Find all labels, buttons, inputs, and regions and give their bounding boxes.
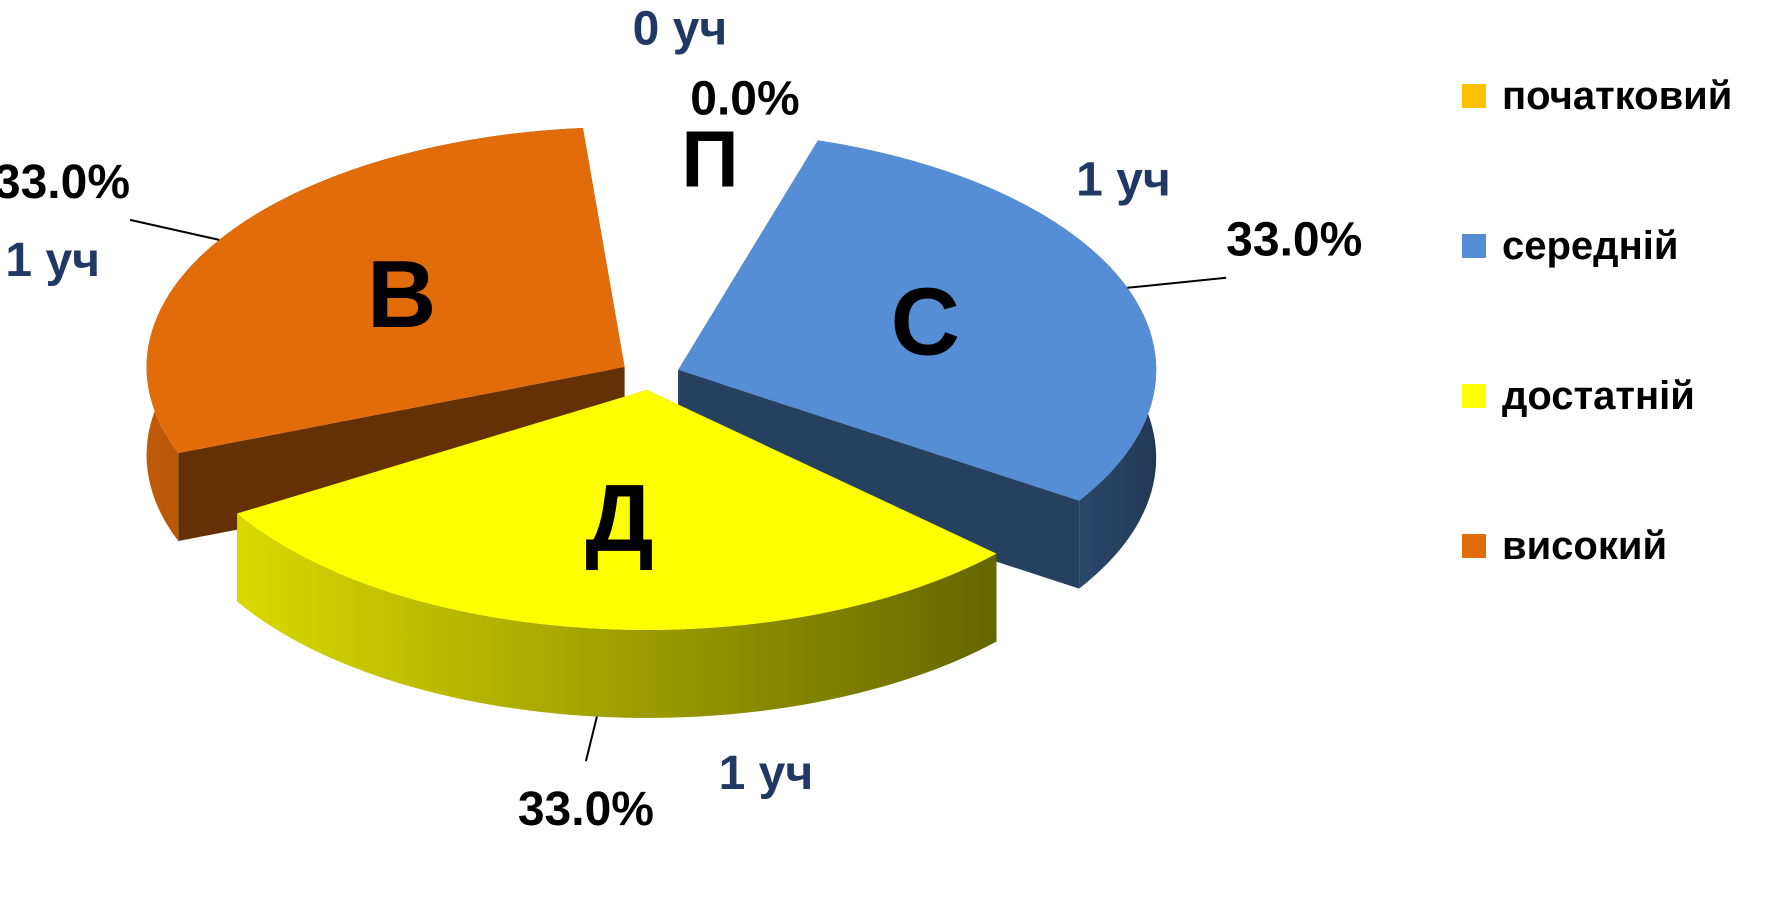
legend-swatch-vysokyi (1462, 534, 1486, 558)
legend-swatch-dostatnii (1462, 384, 1486, 408)
legend-item-vysokyi: високий (1462, 522, 1762, 672)
count-label-3: 1 уч (5, 234, 100, 287)
legend-swatch-pochatkovyi (1462, 84, 1486, 108)
slice-letter-3: В (367, 241, 436, 348)
legend-item-pochatkovyi: початковий (1462, 72, 1762, 222)
percent-label-0: 0.0% (690, 72, 799, 125)
legend-item-serednii: середній (1462, 222, 1762, 372)
legend-label-vysokyi: високий (1502, 524, 1668, 568)
legend-label-dostatnii: достатній (1502, 374, 1695, 418)
count-label-0: 0 уч (633, 2, 728, 55)
legend-swatch-serednii (1462, 234, 1486, 258)
legend: початковий середній достатній високий (1462, 72, 1762, 672)
pie-slice-3 (146, 127, 625, 542)
count-label-2: 1 уч (719, 747, 814, 800)
percent-label-1: 33.0% (1226, 214, 1362, 267)
slice-letter-2: Д (585, 465, 653, 572)
pie-slice-1 (678, 140, 1157, 589)
legend-label-serednii: середній (1502, 224, 1679, 268)
percent-label-3: 33.0% (0, 156, 130, 209)
percent-label-2: 33.0% (518, 783, 654, 836)
pie-slice-top-3 (146, 127, 625, 454)
pie-slice-top-2 (237, 389, 997, 630)
pie-slice-side-2 (237, 513, 997, 718)
pie-slice-top-1 (678, 140, 1157, 501)
leader-line-1 (1127, 276, 1227, 289)
legend-item-dostatnii: достатній (1462, 372, 1762, 522)
slice-letter-0: П (681, 114, 739, 203)
legend-label-pochatkovyi: початковий (1502, 74, 1733, 118)
leader-line-2 (584, 716, 598, 762)
pie-slice-wall-1 (678, 369, 1080, 589)
leader-line-3 (129, 218, 220, 241)
pie-slice-wall-3 (178, 367, 625, 542)
pie-slice-2 (237, 389, 997, 718)
pie-labels: В С Д 0.0% 0 уч П 33.0% 1 уч 33.0% 1 уч 33.0% 1 уч (0, 2, 1362, 836)
count-label-1: 1 уч (1076, 154, 1171, 207)
slice-letter-1: С (891, 269, 960, 376)
pie-slices (146, 127, 1157, 718)
